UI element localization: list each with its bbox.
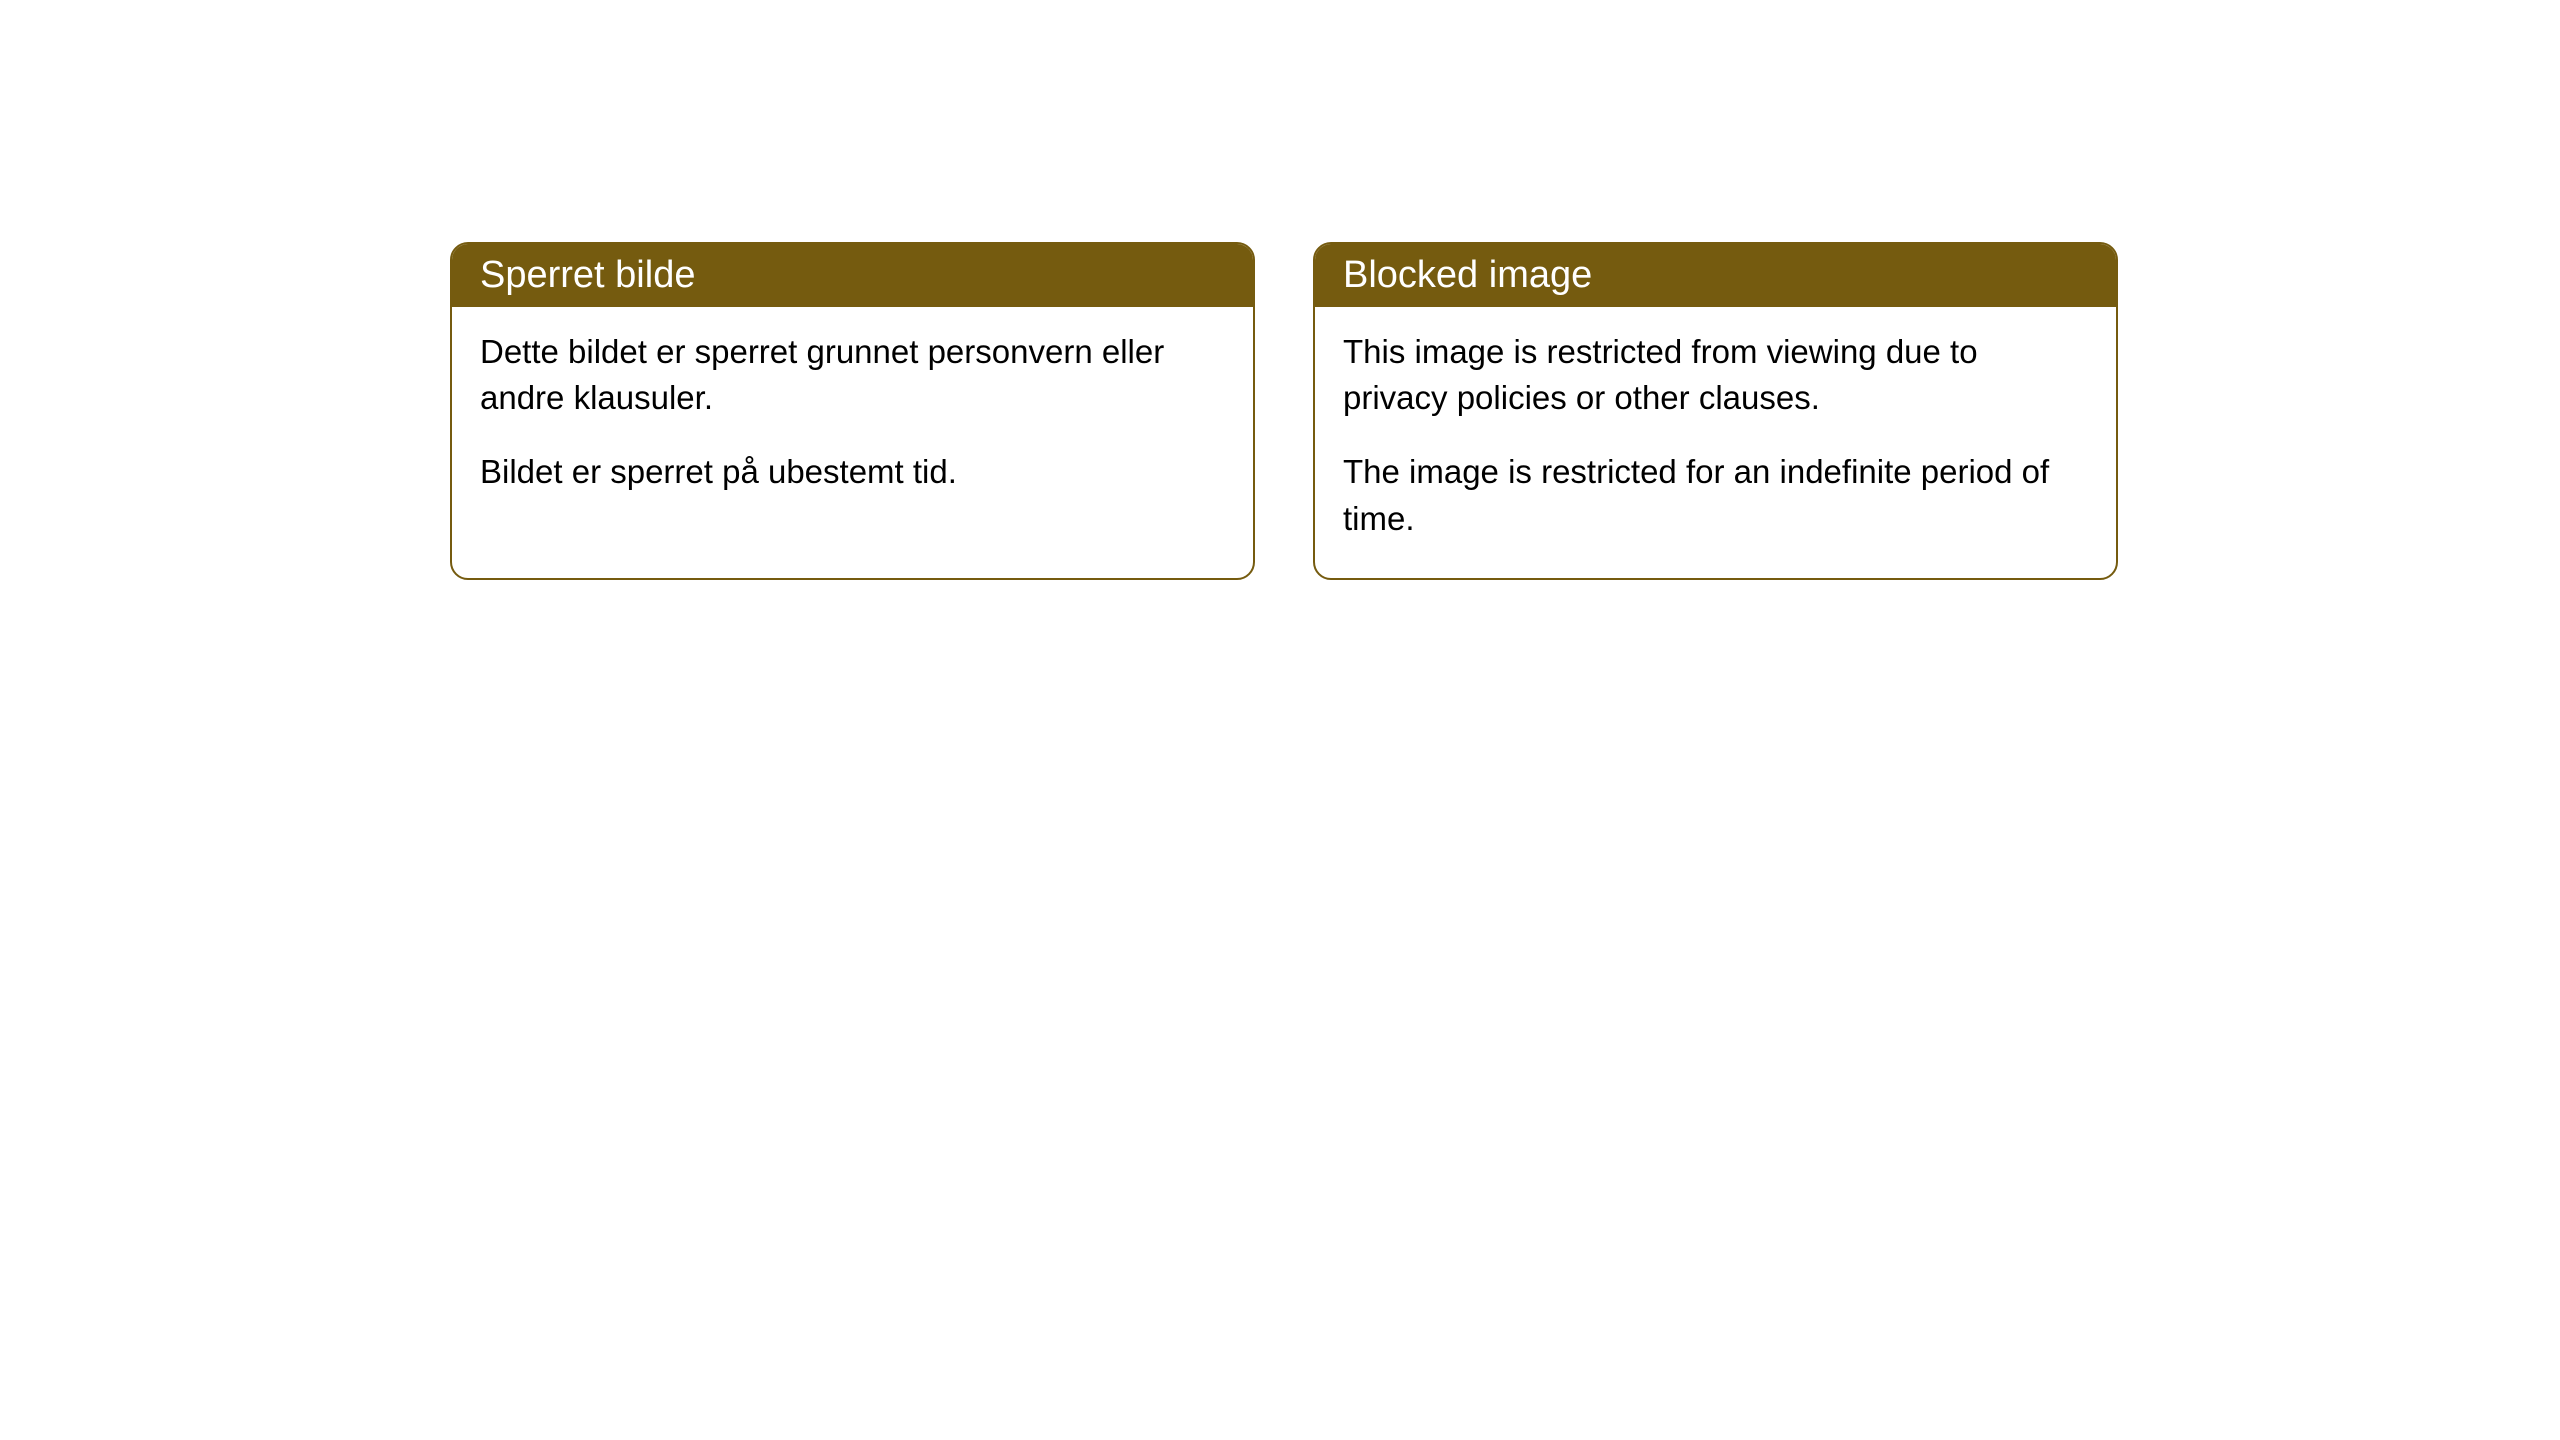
card-paragraph: This image is restricted from viewing du…: [1343, 329, 2088, 421]
card-header-english: Blocked image: [1315, 244, 2116, 307]
card-paragraph: Bildet er sperret på ubestemt tid.: [480, 449, 1225, 495]
card-header-norwegian: Sperret bilde: [452, 244, 1253, 307]
card-paragraph: Dette bildet er sperret grunnet personve…: [480, 329, 1225, 421]
card-title: Sperret bilde: [480, 254, 695, 296]
card-body-english: This image is restricted from viewing du…: [1315, 307, 2116, 578]
card-english: Blocked image This image is restricted f…: [1313, 242, 2118, 580]
cards-container: Sperret bilde Dette bildet er sperret gr…: [450, 242, 2118, 580]
card-body-norwegian: Dette bildet er sperret grunnet personve…: [452, 307, 1253, 532]
card-title: Blocked image: [1343, 254, 1592, 296]
card-norwegian: Sperret bilde Dette bildet er sperret gr…: [450, 242, 1255, 580]
card-paragraph: The image is restricted for an indefinit…: [1343, 449, 2088, 541]
